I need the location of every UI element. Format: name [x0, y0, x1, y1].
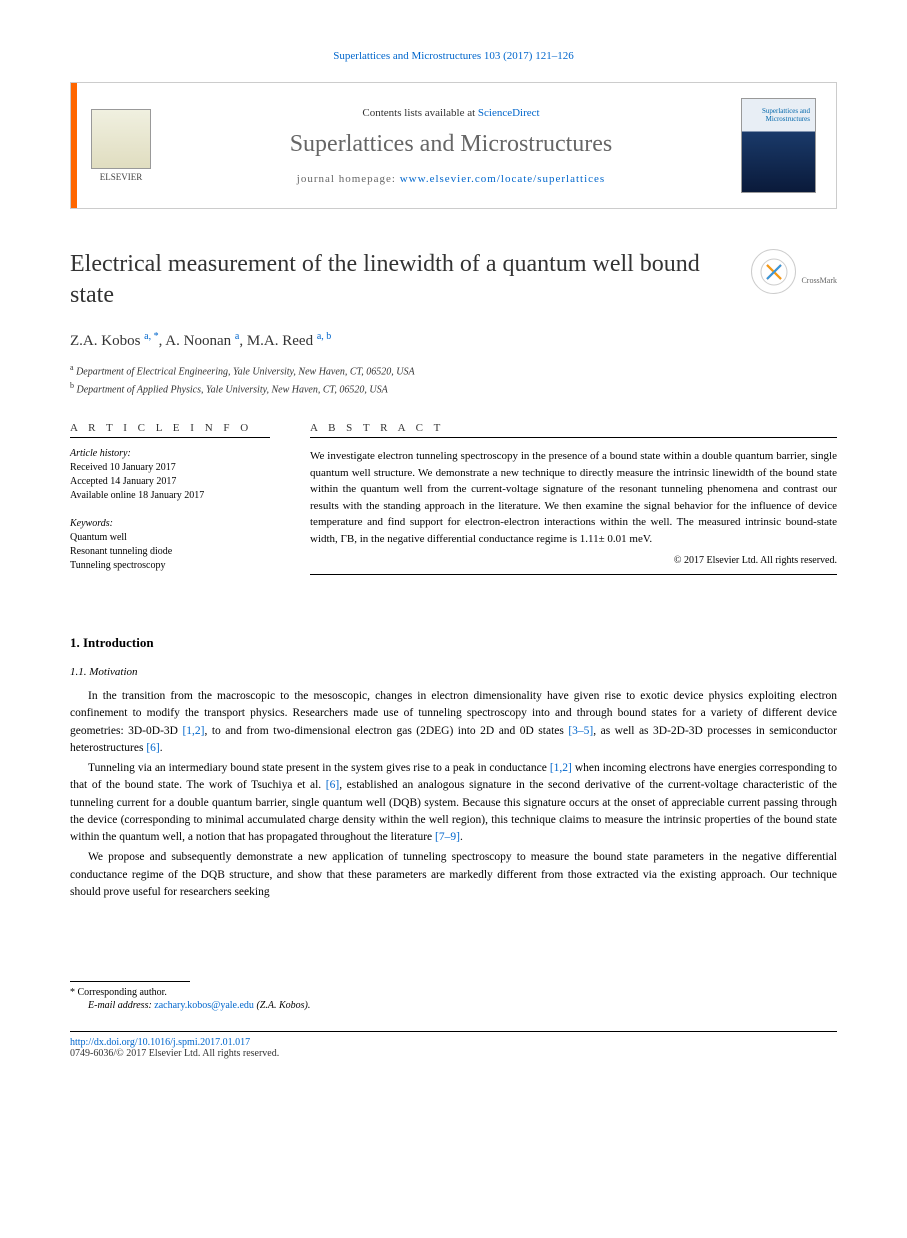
journal-cover-thumbnail[interactable]: Superlattices and Microstructures: [741, 98, 816, 193]
body-paragraph: We propose and subsequently demonstrate …: [70, 849, 837, 901]
section-1-title: 1. Introduction: [70, 635, 837, 651]
issn-line: 0749-6036/© 2017 Elsevier Ltd. All right…: [70, 1048, 837, 1059]
corresponding-author: * Corresponding author.: [70, 987, 837, 998]
homepage-line: journal homepage: www.elsevier.com/locat…: [176, 173, 726, 185]
keyword: Resonant tunneling diode: [70, 545, 270, 559]
elsevier-logo[interactable]: ELSEVIER: [86, 106, 156, 186]
cover-title: Superlattices and Microstructures: [742, 107, 810, 123]
sciencedirect-link[interactable]: ScienceDirect: [478, 107, 540, 119]
affiliations: a Department of Electrical Engineering, …: [70, 362, 837, 397]
crossmark-label: CrossMark: [801, 276, 837, 285]
contents-line: Contents lists available at ScienceDirec…: [176, 107, 726, 119]
affiliation: b Department of Applied Physics, Yale Un…: [70, 380, 837, 397]
affiliation: a Department of Electrical Engineering, …: [70, 362, 837, 379]
doi-link[interactable]: http://dx.doi.org/10.1016/j.spmi.2017.01…: [70, 1037, 837, 1048]
history-item: Accepted 14 January 2017: [70, 475, 270, 489]
subsection-1-1-title: 1.1. Motivation: [70, 666, 837, 678]
journal-header-box: ELSEVIER Contents lists available at Sci…: [70, 82, 837, 209]
keyword: Quantum well: [70, 531, 270, 545]
crossmark-badge[interactable]: [751, 249, 796, 294]
journal-name: Superlattices and Microstructures: [176, 131, 726, 158]
article-info-header: A R T I C L E I N F O: [70, 422, 270, 434]
copyright-line: © 2017 Elsevier Ltd. All rights reserved…: [310, 555, 837, 566]
authors-line: Z.A. Kobos a, *, A. Noonan a, M.A. Reed …: [70, 331, 837, 350]
elsevier-label: ELSEVIER: [100, 172, 143, 182]
email-link[interactable]: zachary.kobos@yale.edu: [154, 1000, 254, 1011]
homepage-link[interactable]: www.elsevier.com/locate/superlattices: [400, 173, 606, 185]
body-paragraph: In the transition from the macroscopic t…: [70, 688, 837, 757]
history-label: Article history:: [70, 448, 270, 459]
abstract-header: A B S T R A C T: [310, 422, 837, 434]
email-line: E-mail address: zachary.kobos@yale.edu (…: [70, 1000, 837, 1011]
orange-accent-bar: [71, 83, 77, 208]
keywords-label: Keywords:: [70, 518, 270, 529]
abstract-text: We investigate electron tunneling spectr…: [310, 448, 837, 547]
history-item: Received 10 January 2017: [70, 461, 270, 475]
page-footer: * Corresponding author. E-mail address: …: [70, 981, 837, 1059]
page-citation: Superlattices and Microstructures 103 (2…: [70, 50, 837, 62]
abstract-column: A B S T R A C T We investigate electron …: [310, 422, 837, 585]
body-paragraph: Tunneling via an intermediary bound stat…: [70, 760, 837, 846]
history-item: Available online 18 January 2017: [70, 489, 270, 503]
keyword: Tunneling spectroscopy: [70, 559, 270, 573]
elsevier-tree-icon: [91, 109, 151, 169]
crossmark-icon: [759, 257, 789, 287]
article-title: Electrical measurement of the linewidth …: [70, 249, 736, 311]
article-info-column: A R T I C L E I N F O Article history: R…: [70, 422, 270, 585]
